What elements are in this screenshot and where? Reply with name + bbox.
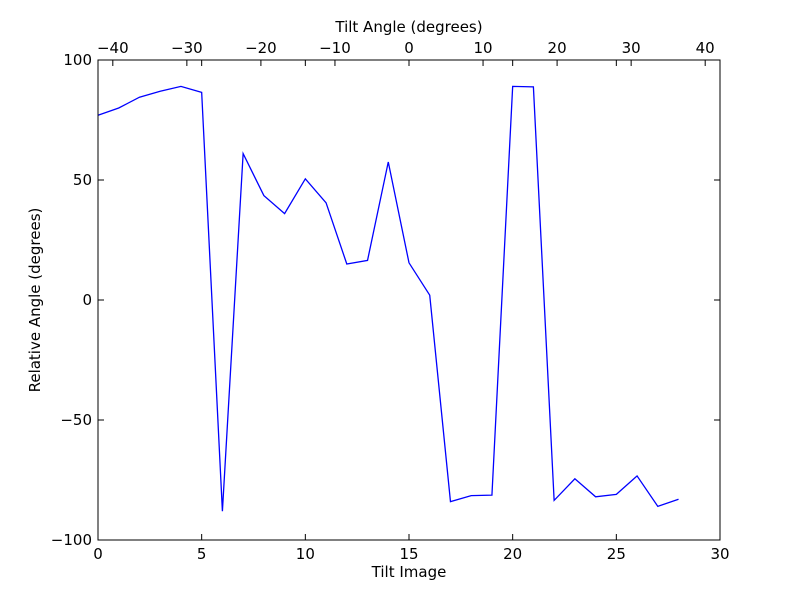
x2-tick-label: 40 xyxy=(696,39,715,57)
x-tick-label: 10 xyxy=(296,545,315,563)
y-tick-label: 0 xyxy=(82,291,92,309)
y-tick-label: 100 xyxy=(63,51,92,69)
x2-tick-label: 20 xyxy=(548,39,567,57)
x2-tick-label: 0 xyxy=(404,39,414,57)
y-tick-label: 50 xyxy=(73,171,92,189)
series-line-0 xyxy=(97,85,679,512)
x2-axis-title: Tilt Angle (degrees) xyxy=(334,18,482,36)
x2-tick-label: −30 xyxy=(171,39,203,57)
x2-tick-label: 30 xyxy=(622,39,641,57)
y-tick-label: −100 xyxy=(51,531,92,549)
x-tick-label: 20 xyxy=(503,545,522,563)
plot-frame xyxy=(97,59,721,541)
x-axis-title: Tilt Image xyxy=(371,563,447,581)
marks-layer xyxy=(97,85,679,512)
x-tick-label: 0 xyxy=(93,545,103,563)
x2-tick-label: −40 xyxy=(97,39,129,57)
x2-tick-label: −20 xyxy=(245,39,277,57)
plot-background xyxy=(98,60,720,540)
x2-tick-label: −10 xyxy=(319,39,351,57)
x-tick-label: 25 xyxy=(607,545,626,563)
x-tick-label: 30 xyxy=(710,545,729,563)
y-axis-title: Relative Angle (degrees) xyxy=(26,208,44,393)
y-tick-label: −50 xyxy=(60,411,92,429)
x2-tick-label: 10 xyxy=(474,39,493,57)
x-tick-label: 5 xyxy=(197,545,207,563)
x-tick-label: 15 xyxy=(399,545,418,563)
ticks-layer: 0 5 10 15 20 25 30−40 −30 −20 −10 0 10 20 30 40−100−50… xyxy=(51,39,730,563)
